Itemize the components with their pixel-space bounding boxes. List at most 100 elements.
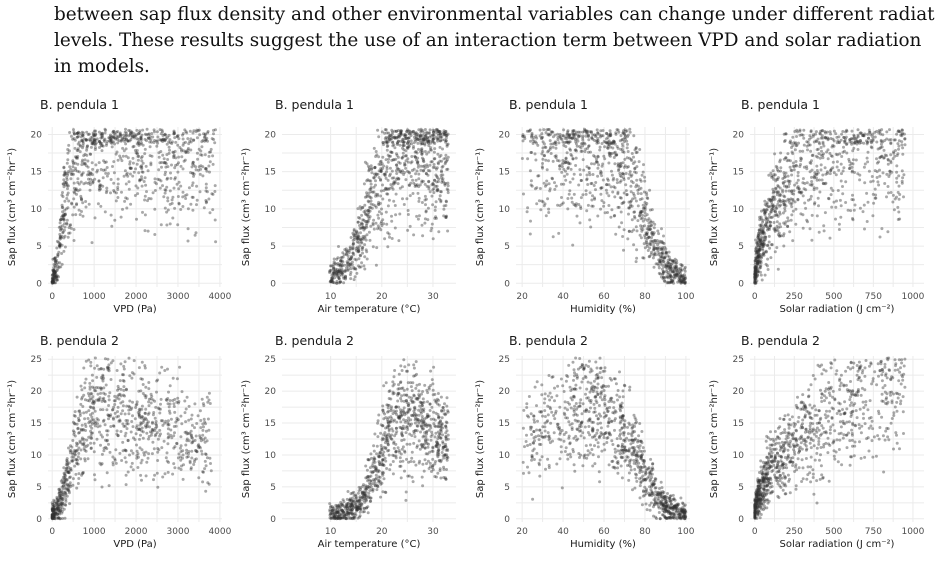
scatter-point [574, 140, 578, 144]
scatter-point [578, 173, 582, 177]
scatter-point [359, 240, 363, 244]
scatter-point [521, 133, 525, 137]
scatter-point [611, 142, 615, 146]
scatter-point [334, 267, 338, 271]
scatter-point [80, 388, 84, 392]
scatter-point [81, 142, 85, 146]
scatter-point [108, 139, 111, 143]
scatter-point [336, 268, 339, 272]
scatter-point [71, 160, 75, 164]
scatter-point [649, 252, 653, 256]
scatter-point [635, 183, 639, 187]
scatter-point [97, 130, 101, 134]
scatter-point [109, 138, 113, 142]
scatter-point [345, 260, 349, 264]
scatter-point [432, 157, 436, 161]
scatter-point [157, 151, 161, 155]
scatter-point [52, 263, 56, 266]
scatter-point [815, 214, 819, 218]
scatter-point [204, 489, 208, 493]
scatter-point [88, 397, 92, 401]
scatter-point [52, 270, 56, 274]
scatter-point [438, 130, 442, 134]
y-tick-label: 0 [504, 279, 510, 289]
scatter-point [361, 235, 365, 238]
scatter-point [103, 139, 106, 143]
scatter-point [781, 211, 785, 215]
scatter-point [72, 432, 76, 436]
scatter-point [337, 281, 341, 285]
scatter-point [91, 142, 95, 146]
scatter-point [376, 128, 380, 132]
scatter-point [782, 221, 786, 225]
scatter-point [75, 462, 79, 466]
scatter-point [173, 431, 176, 435]
scatter-point [606, 146, 610, 150]
scatter-point [370, 206, 374, 210]
scatter-point [355, 237, 359, 241]
scatter-point [67, 226, 71, 230]
scatter-point [886, 162, 890, 166]
scatter-point [383, 131, 387, 135]
y-tick-label: 20 [733, 130, 745, 140]
scatter-point [445, 159, 449, 163]
scatter-point [541, 200, 545, 204]
scatter-point [566, 207, 570, 211]
scatter-point [611, 146, 615, 150]
scatter-point [436, 180, 440, 184]
scatter-point [351, 238, 355, 242]
scatter-point [439, 190, 443, 194]
scatter-point [626, 142, 629, 146]
scatter-point [155, 471, 159, 475]
scatter-point [335, 279, 339, 283]
scatter-point [560, 138, 564, 141]
scatter-point [346, 261, 350, 265]
scatter-point [408, 194, 412, 198]
scatter-point [415, 151, 419, 155]
scatter-point [55, 275, 59, 279]
scatter-point [103, 400, 107, 404]
scatter-point [845, 128, 849, 132]
scatter-point [125, 422, 129, 425]
scatter-point [173, 206, 177, 210]
scatter-point [829, 186, 833, 190]
scatter-point [177, 187, 181, 191]
scatter-point [58, 244, 62, 248]
scatter-point [73, 410, 77, 414]
scatter-point [418, 134, 422, 138]
scatter-point [347, 267, 350, 271]
scatter-point [130, 133, 134, 137]
scatter-point [69, 177, 73, 181]
scatter-point [117, 414, 120, 418]
scatter-point [417, 147, 420, 151]
scatter-point [682, 273, 686, 277]
scatter-point [97, 161, 101, 165]
scatter-point [76, 169, 79, 173]
scatter-point [98, 185, 102, 189]
scatter-point [209, 147, 213, 151]
scatter-point [770, 243, 774, 247]
scatter-point [71, 483, 75, 487]
scatter-point [122, 364, 126, 368]
scatter-point [579, 149, 583, 153]
scatter-point [350, 247, 354, 251]
scatter-point [104, 445, 108, 449]
scatter-point [348, 264, 352, 268]
scatter-point [825, 150, 829, 154]
scatter-point [211, 208, 215, 212]
scatter-point [875, 161, 879, 165]
scatter-point [172, 462, 176, 466]
scatter-point [387, 137, 391, 141]
scatter-point [184, 140, 187, 144]
scatter-point [781, 177, 785, 181]
scatter-point [126, 139, 130, 143]
scatter-point [851, 217, 854, 220]
scatter-point [370, 168, 373, 171]
scatter-point [573, 132, 577, 136]
scatter-point [189, 417, 193, 421]
scatter-point [71, 137, 75, 141]
scatter-point [72, 414, 76, 417]
scatter-point [130, 135, 134, 139]
scatter-point [63, 472, 67, 476]
scatter-point [374, 194, 378, 198]
